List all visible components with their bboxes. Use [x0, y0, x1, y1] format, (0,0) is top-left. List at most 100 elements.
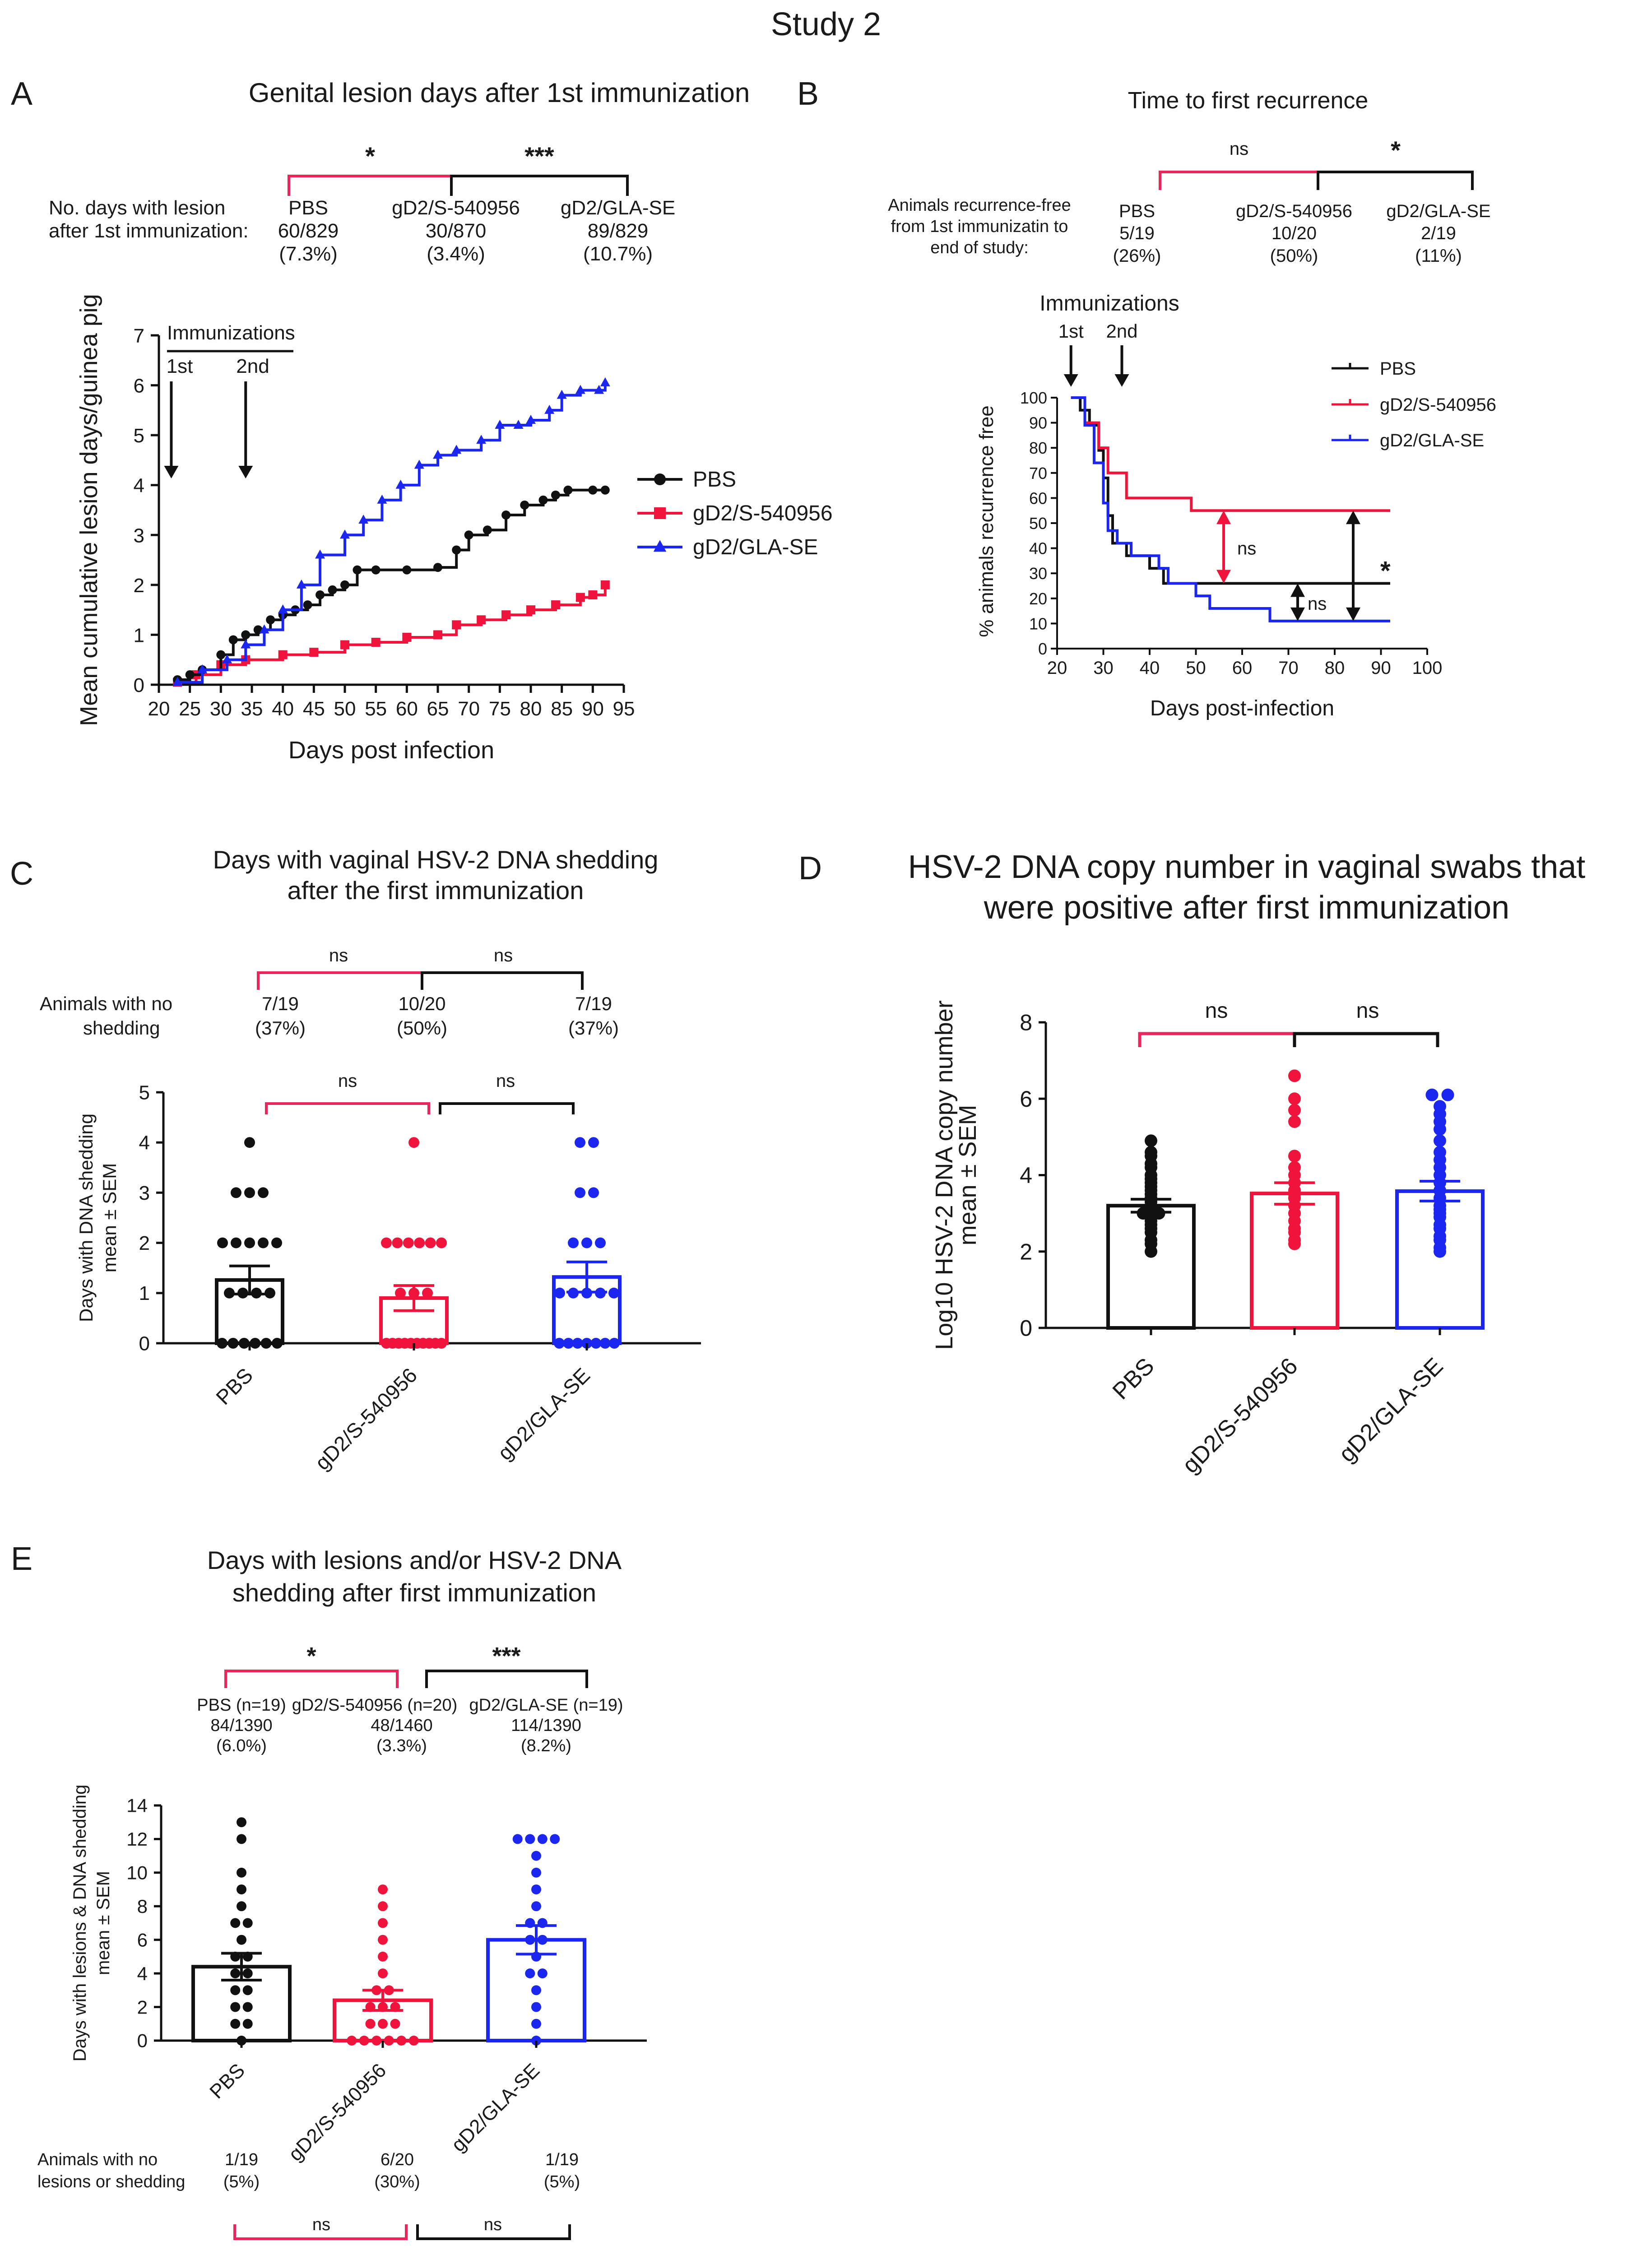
chart-title: Genital lesion days after 1st immunizati…	[249, 78, 750, 108]
header-group-pct: (3.4%)	[427, 243, 485, 265]
header-group-value: 89/829	[588, 220, 649, 242]
category-label: gD2/GLA-SE	[1334, 1353, 1448, 1467]
x-tick-label: 90	[582, 698, 604, 720]
data-point	[340, 529, 350, 539]
chart-title: were positive after first immunization	[984, 890, 1509, 926]
data-point	[590, 1338, 602, 1349]
data-point	[371, 638, 381, 647]
data-point	[358, 515, 369, 524]
y-tick-label: 0	[1038, 640, 1047, 658]
data-point	[1288, 1104, 1301, 1117]
data-point	[392, 1237, 403, 1248]
survival-curve	[1071, 396, 1390, 585]
sig-bracket-left	[288, 175, 453, 196]
data-point	[414, 1237, 425, 1248]
sig-bracket-left	[233, 2224, 408, 2240]
data-point	[1145, 1146, 1157, 1159]
sig-bracket-inner-right	[439, 1102, 575, 1114]
data-point	[1288, 1161, 1301, 1174]
x-tick-label: 40	[1140, 658, 1160, 678]
category-label: gD2/GLA-SE	[447, 2059, 544, 2156]
header-group-pct: (6.0%)	[216, 1736, 267, 1755]
footer-group-pct: (5%)	[544, 2172, 580, 2191]
data-point	[197, 664, 208, 673]
y-tick-label: 7	[134, 325, 144, 347]
y-axis-label: mean ± SEM	[954, 1105, 981, 1246]
comparison-label: ns	[1308, 594, 1327, 614]
sig-label-inner-right: ns	[496, 1071, 515, 1091]
data-point	[242, 1918, 253, 1928]
data-point	[512, 1834, 523, 1844]
data-point	[278, 650, 288, 659]
header-label: shedding	[83, 1017, 160, 1039]
data-point	[483, 525, 492, 535]
header-group-name: PBS	[288, 197, 328, 219]
sig-label-left: ns	[312, 2215, 330, 2234]
data-point	[395, 1287, 406, 1299]
sig-label-right: ns	[494, 946, 513, 965]
header-group-pct: (8.2%)	[521, 1736, 571, 1755]
data-point	[595, 1237, 606, 1248]
data-point	[242, 1968, 253, 1979]
chart-title: Time to first recurrence	[1128, 88, 1369, 114]
x-tick-label: 75	[489, 698, 511, 720]
data-point	[537, 1968, 548, 1979]
data-point	[599, 1338, 611, 1349]
data-point	[237, 1817, 246, 1828]
sig-bracket-left	[224, 1670, 399, 1688]
x-tick-label: 70	[1278, 658, 1299, 678]
data-point	[315, 549, 325, 559]
header-group-pct: (50%)	[397, 1017, 447, 1039]
header-label: end of study:	[930, 238, 1029, 257]
header-group-value: 60/829	[278, 220, 339, 242]
data-point	[378, 1968, 388, 1979]
data-point	[554, 1338, 565, 1349]
data-point	[395, 479, 406, 489]
data-point	[477, 615, 486, 625]
data-point	[414, 459, 424, 469]
data-point	[422, 1287, 433, 1299]
y-tick-label: 5	[139, 1081, 150, 1104]
header-group-pct: (11%)	[1415, 246, 1462, 266]
y-tick-label: 90	[1029, 414, 1047, 432]
header-group-value: 2/19	[1421, 223, 1456, 243]
y-tick-label: 4	[139, 1132, 150, 1154]
data-point	[1288, 1150, 1301, 1163]
data-point	[1434, 1134, 1446, 1147]
header-group-name: PBS	[1119, 201, 1155, 221]
data-point	[227, 1338, 239, 1349]
header-group-pct: (3.3%)	[376, 1736, 427, 1755]
panel-letter: C	[10, 856, 33, 892]
data-point	[237, 1901, 246, 1912]
data-point	[230, 1985, 241, 1995]
data-point	[550, 1834, 560, 1844]
header-group-name: gD2/S-540956	[392, 197, 520, 219]
x-tick-label: 45	[303, 698, 325, 720]
header-label: Animals with no	[40, 993, 172, 1014]
y-tick-label: 10	[126, 1862, 148, 1884]
data-point	[244, 1237, 255, 1248]
x-tick-label: 30	[210, 698, 232, 720]
data-point	[237, 1834, 246, 1844]
data-point	[402, 632, 412, 642]
header-label: from 1st immunizatin to	[891, 217, 1068, 236]
data-point	[231, 1187, 241, 1198]
header-group-value: 10/20	[1271, 223, 1317, 243]
data-point	[501, 510, 511, 520]
arrow-second	[238, 381, 253, 478]
data-point	[377, 494, 387, 504]
y-tick-label: 0	[134, 674, 144, 696]
y-tick-label: 70	[1029, 464, 1047, 483]
y-tick-label: 3	[134, 524, 144, 547]
data-point	[231, 1237, 241, 1248]
footer-group-value: 1/19	[545, 2150, 579, 2169]
header-group-name: PBS (n=19)	[197, 1696, 286, 1715]
x-tick-label: 85	[551, 698, 573, 720]
data-point	[451, 445, 462, 454]
data-point	[217, 1237, 228, 1248]
survival-curve	[1071, 396, 1390, 512]
sig-bracket-right	[450, 175, 629, 196]
data-point	[378, 1951, 388, 1962]
data-point	[238, 1338, 250, 1349]
